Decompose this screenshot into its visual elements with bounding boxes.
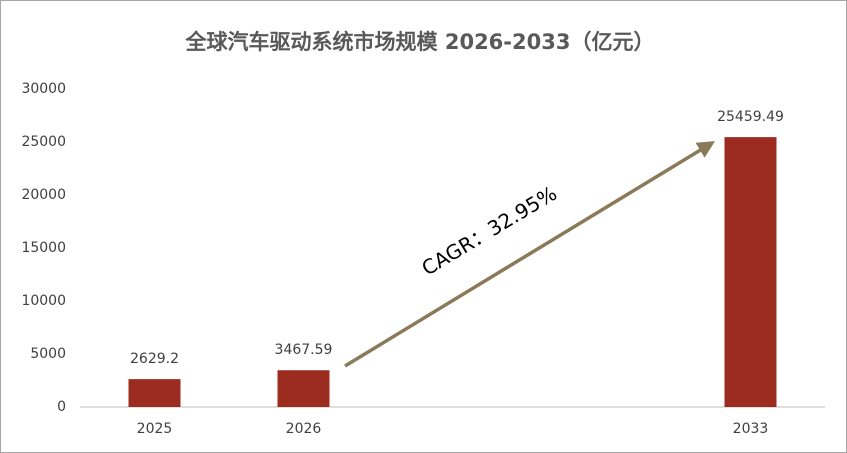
y-tick-label: 30000 bbox=[21, 81, 66, 97]
y-tick-label: 5000 bbox=[30, 346, 66, 362]
data-label: 3467.59 bbox=[275, 342, 333, 358]
x-tick-label: 2025 bbox=[137, 421, 173, 437]
chart-title: 全球汽车驱动系统市场规模 2026-2033（亿元） bbox=[185, 30, 655, 54]
y-tick-label: 0 bbox=[57, 399, 66, 415]
bar bbox=[277, 370, 330, 407]
cagr-arrow bbox=[344, 141, 715, 368]
data-label: 25459.49 bbox=[717, 109, 784, 125]
y-tick-label: 10000 bbox=[21, 293, 66, 309]
y-tick-label: 25000 bbox=[21, 134, 66, 150]
x-tick-label: 2033 bbox=[733, 421, 769, 437]
y-tick-label: 15000 bbox=[21, 240, 66, 256]
bar bbox=[128, 379, 181, 407]
x-tick-label: 2026 bbox=[286, 421, 322, 437]
bar bbox=[724, 137, 777, 408]
y-tick-label: 20000 bbox=[21, 187, 66, 203]
data-label: 2629.2 bbox=[130, 351, 179, 367]
